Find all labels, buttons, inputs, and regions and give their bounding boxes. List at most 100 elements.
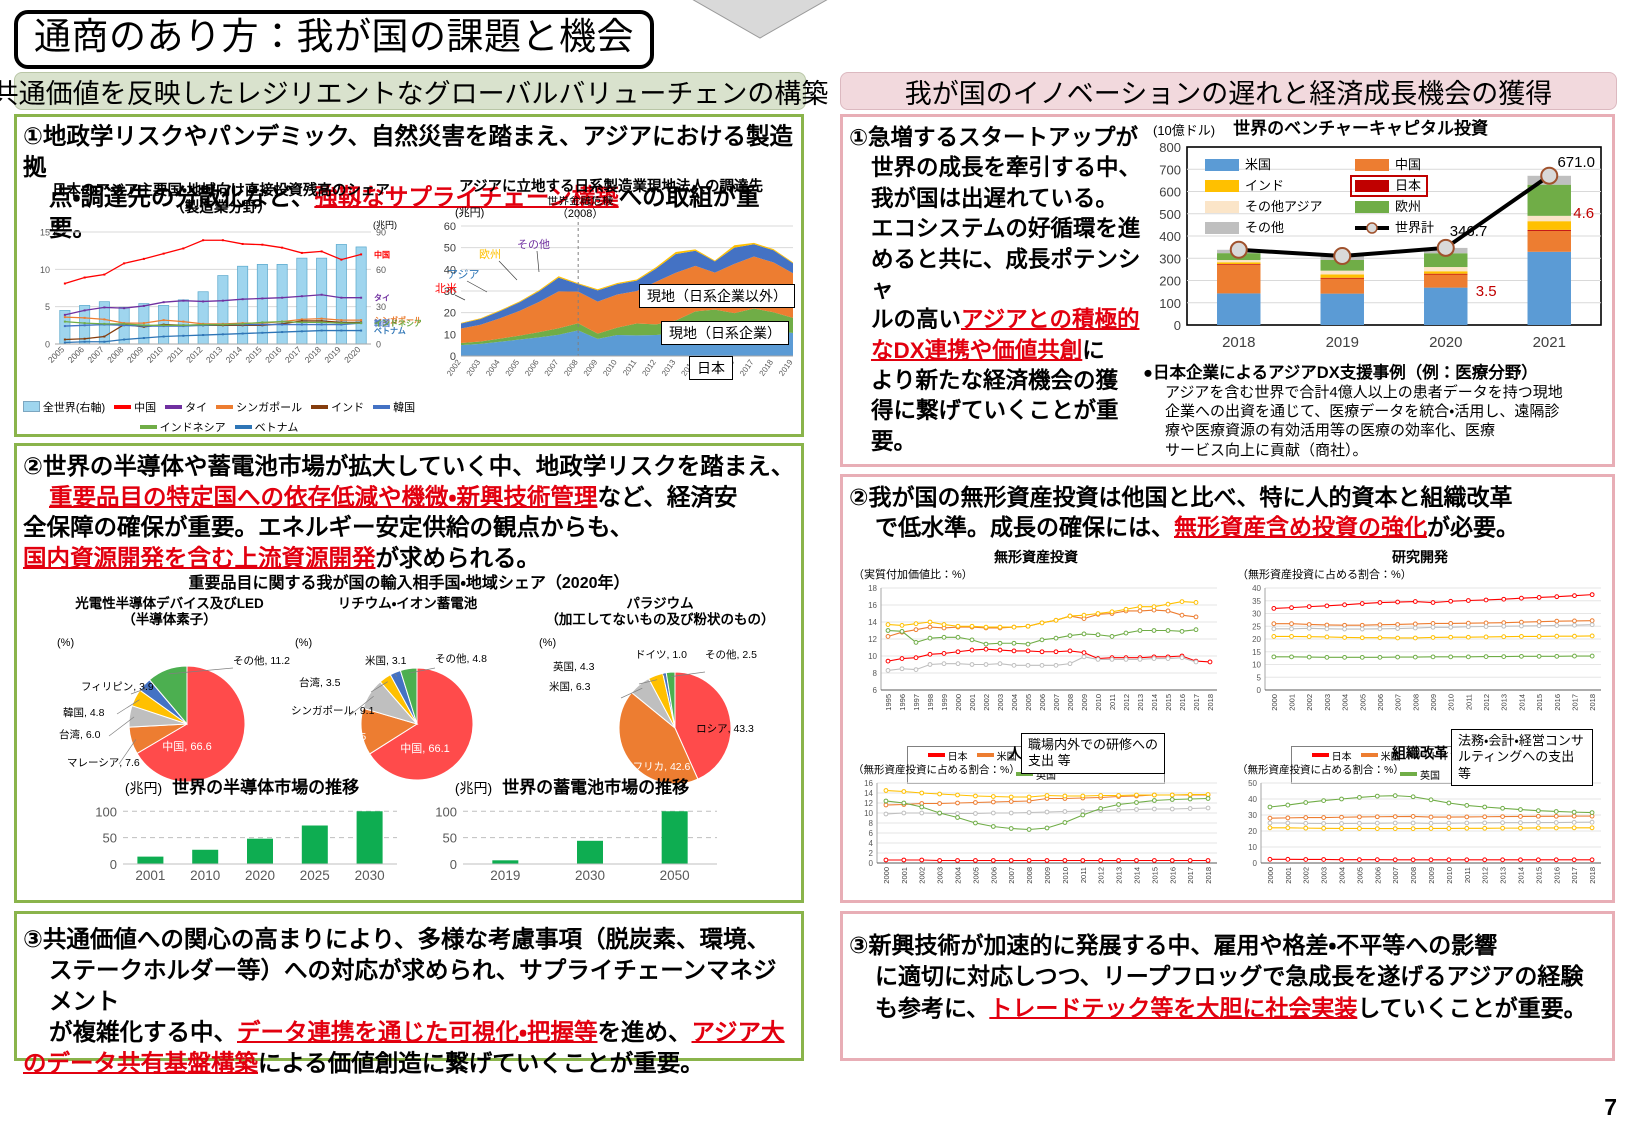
chart-fdi-title: 日本のアジア主要国・地域向け直接投資残高のシェア （製造業分野） <box>21 183 421 218</box>
semiconductor-market-title: 世界の半導体市場の推移 <box>172 778 360 797</box>
svg-text:2011: 2011 <box>165 344 185 364</box>
svg-text:10: 10 <box>1248 843 1257 852</box>
svg-text:2006: 2006 <box>1038 694 1047 711</box>
svg-text:2014: 2014 <box>224 344 245 365</box>
svg-text:4: 4 <box>869 839 874 848</box>
svg-text:2011: 2011 <box>1108 694 1117 710</box>
svg-text:2014: 2014 <box>1150 694 1159 711</box>
svg-text:346.7: 346.7 <box>1450 223 1488 240</box>
right-panel-3: ③新興技術が加速的に発展する中、雇用や格差・不平等への影響 に適切に対応しつつ、… <box>840 911 1615 1061</box>
svg-text:1997: 1997 <box>912 694 921 711</box>
legend-label: ドイツ <box>1429 751 1460 763</box>
svg-text:16: 16 <box>868 601 877 610</box>
dx-example-body: アジアを含む世界で合計4億人以上の患者データを持つ現地 企業への出資を通じて、医… <box>1143 383 1613 460</box>
legend-item: ベトナム <box>234 419 298 435</box>
legend-item: 日本 <box>1311 748 1352 763</box>
left-item3-line1: ③共通価値への関心の高まりにより、多様な考慮事項（脱炭素、環境、 <box>23 926 770 952</box>
svg-text:中国, 66.1: 中国, 66.1 <box>400 742 450 755</box>
svg-text:2005: 2005 <box>1024 694 1033 711</box>
legend-swatch <box>373 404 391 409</box>
vc-unit-label: (10億ドル) <box>1153 123 1216 139</box>
dx-example-heading: ●日本企業によるアジアDX支援事例（例：医療分野） <box>1143 364 1538 382</box>
svg-text:タイ: タイ <box>374 292 390 302</box>
svg-text:2017: 2017 <box>1570 867 1579 884</box>
svg-text:2017: 2017 <box>1570 694 1579 711</box>
svg-text:2016: 2016 <box>263 344 284 365</box>
svg-text:2016: 2016 <box>1552 867 1561 884</box>
svg-text:14: 14 <box>868 618 877 627</box>
right-item1-l7: なDX連携や価値共創に <box>849 336 1149 366</box>
dx-example-body2: 企業への出資を通じて、医療データを統合・活用し、遠隔診 <box>1165 403 1560 421</box>
legend-label: タイ <box>185 401 208 414</box>
svg-text:2011: 2011 <box>1464 694 1473 710</box>
svg-text:2021: 2021 <box>1533 334 1566 351</box>
human-capital-unit: （無形資産投資に占める割合：%） <box>853 763 1020 776</box>
svg-text:台湾, 6.0: 台湾, 6.0 <box>59 728 101 741</box>
svg-text:10: 10 <box>868 652 877 661</box>
legend-label: 韓国 <box>393 401 416 414</box>
svg-text:10: 10 <box>1252 660 1261 669</box>
svg-text:2013: 2013 <box>660 358 678 378</box>
pie-libattery: (%) 中国, 66.1 韓国, 13.5 シンガポール, 9.1 台湾, 3.5 米国,… <box>291 637 487 781</box>
org-reform-title: 組織改革 <box>1392 745 1448 761</box>
svg-text:マレーシア, 7.6: マレーシア, 7.6 <box>67 757 140 769</box>
rnd-title: 研究開発 <box>1392 549 1448 565</box>
svg-text:2006: 2006 <box>1373 867 1382 884</box>
svg-text:6: 6 <box>873 686 878 695</box>
svg-text:インド: インド <box>1245 178 1284 193</box>
svg-text:2010: 2010 <box>601 358 619 378</box>
legend-swatch <box>1311 753 1329 758</box>
svg-text:2002: 2002 <box>1305 694 1314 711</box>
svg-text:3.5: 3.5 <box>1476 283 1497 300</box>
right-panel-1: ①急増するスタートアップが 世界の成長を牽引する中、 我が国は出遅れている。 エ… <box>840 114 1615 467</box>
left-item3-line3-mid: を進め、 <box>597 1019 692 1046</box>
legend-swatch <box>976 753 994 758</box>
legend-item: 全世界(右軸) <box>22 399 105 415</box>
svg-text:0: 0 <box>450 351 456 363</box>
legend-swatch <box>1409 753 1427 758</box>
svg-text:2011: 2011 <box>621 358 639 378</box>
svg-text:5: 5 <box>45 302 50 312</box>
svg-text:その他: その他 <box>517 238 550 251</box>
left-item3-line4-post: による価値創造に繋げていくことが重要。 <box>258 1050 704 1077</box>
svg-text:2018: 2018 <box>1222 334 1255 351</box>
left-item3-line3: が複雑化する中、データ連携を通じた可視化・把握等を進め、アジア大 <box>23 1017 795 1048</box>
svg-text:(兆円): (兆円) <box>373 220 397 230</box>
svg-text:2019: 2019 <box>777 358 795 378</box>
svg-text:韓国, 4.8: 韓国, 4.8 <box>63 707 105 719</box>
svg-text:50: 50 <box>103 831 117 846</box>
rnd-unit: （無形資産投資に占める割合：%） <box>1237 568 1412 581</box>
pie-palladium: (%) ロシア, 43.3 南アフリカ, 42.6 米国, 6.3 英国, 4.3 ドイツ… <box>539 637 757 785</box>
dx-example-body4: サービス向上に貢献（商社）。 <box>1165 441 1368 459</box>
svg-text:2007: 2007 <box>1391 867 1400 884</box>
legend-item: 日本 <box>927 748 968 763</box>
left-item1-line2: 点・調達先の分散化など、強靱なサプライチェーン構築への取組が重要。 <box>23 182 795 243</box>
legend-label: 英国 <box>1036 770 1056 782</box>
svg-text:ドイツ, 1.0: ドイツ, 1.0 <box>635 649 687 661</box>
proc-label-local-nonjp: 現地（日系企業以外） <box>639 284 795 309</box>
svg-text:0: 0 <box>45 339 50 349</box>
svg-text:25: 25 <box>1252 622 1261 631</box>
pie-libattery-title-l2 <box>285 612 530 628</box>
svg-text:2018: 2018 <box>1206 694 1215 711</box>
svg-text:200: 200 <box>1159 274 1181 289</box>
right-item2-l2-pre: で低水準。成長の確保には、 <box>875 513 1174 540</box>
legend-item: ドイツ <box>1409 748 1460 763</box>
legend-swatch <box>165 404 183 409</box>
svg-text:シンガポール, 9.1: シンガポール, 9.1 <box>291 705 375 717</box>
battery-market-title: 世界の蓄電池市場の推移 <box>502 778 690 797</box>
svg-text:欧州: 欧州 <box>479 247 501 261</box>
legend-swatch <box>234 424 252 429</box>
svg-text:(%): (%) <box>539 637 556 649</box>
right-item1-l1: ①急増するスタートアップが <box>849 125 1139 150</box>
svg-text:800: 800 <box>1159 140 1181 155</box>
page-number: 7 <box>1604 1094 1617 1120</box>
svg-text:50: 50 <box>444 243 456 255</box>
right-item1-l6-pre: ルの高い <box>871 307 962 333</box>
svg-text:韓国, 13.5: 韓国, 13.5 <box>319 731 366 743</box>
svg-text:2012: 2012 <box>1481 867 1490 884</box>
svg-text:0: 0 <box>869 859 874 868</box>
svg-text:2008: 2008 <box>105 344 126 365</box>
legend-item: 韓国 <box>373 399 415 415</box>
left-item3-line3-hl2: アジア大 <box>691 1019 785 1046</box>
